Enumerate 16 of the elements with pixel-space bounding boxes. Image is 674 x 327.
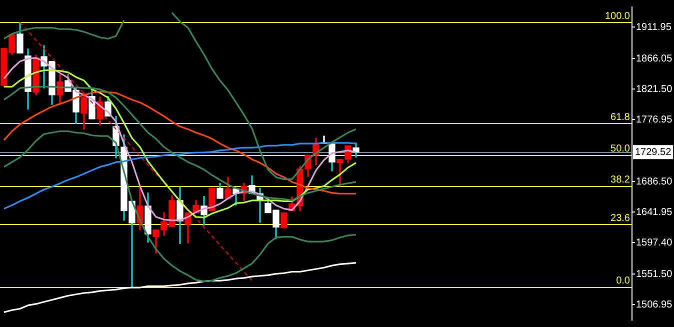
y-tick-label: 1866.05 [636,53,673,64]
annotation: 100.0 [604,11,630,22]
y-tick-label: 1911.95 [636,22,672,33]
y-tick-label: 1506.95 [636,299,673,310]
y-tick-label: 1776.95 [636,114,673,126]
annotation: 61.8 [610,112,630,124]
y-tick-label: 1597.40 [636,237,673,248]
y-tick-label: 1641.95 [636,206,673,218]
ref-line-label: 1729.52 [635,146,672,158]
y-tick-label: 1686.50 [636,176,673,188]
annotation: 50.0 [610,143,630,154]
annotation: 38.2 [610,174,630,186]
y-tick-label: 1551.50 [636,268,673,280]
y-tick-label: 1821.50 [636,84,673,95]
annotation: 23.6 [610,213,630,224]
annotation: 0.0 [616,276,630,287]
